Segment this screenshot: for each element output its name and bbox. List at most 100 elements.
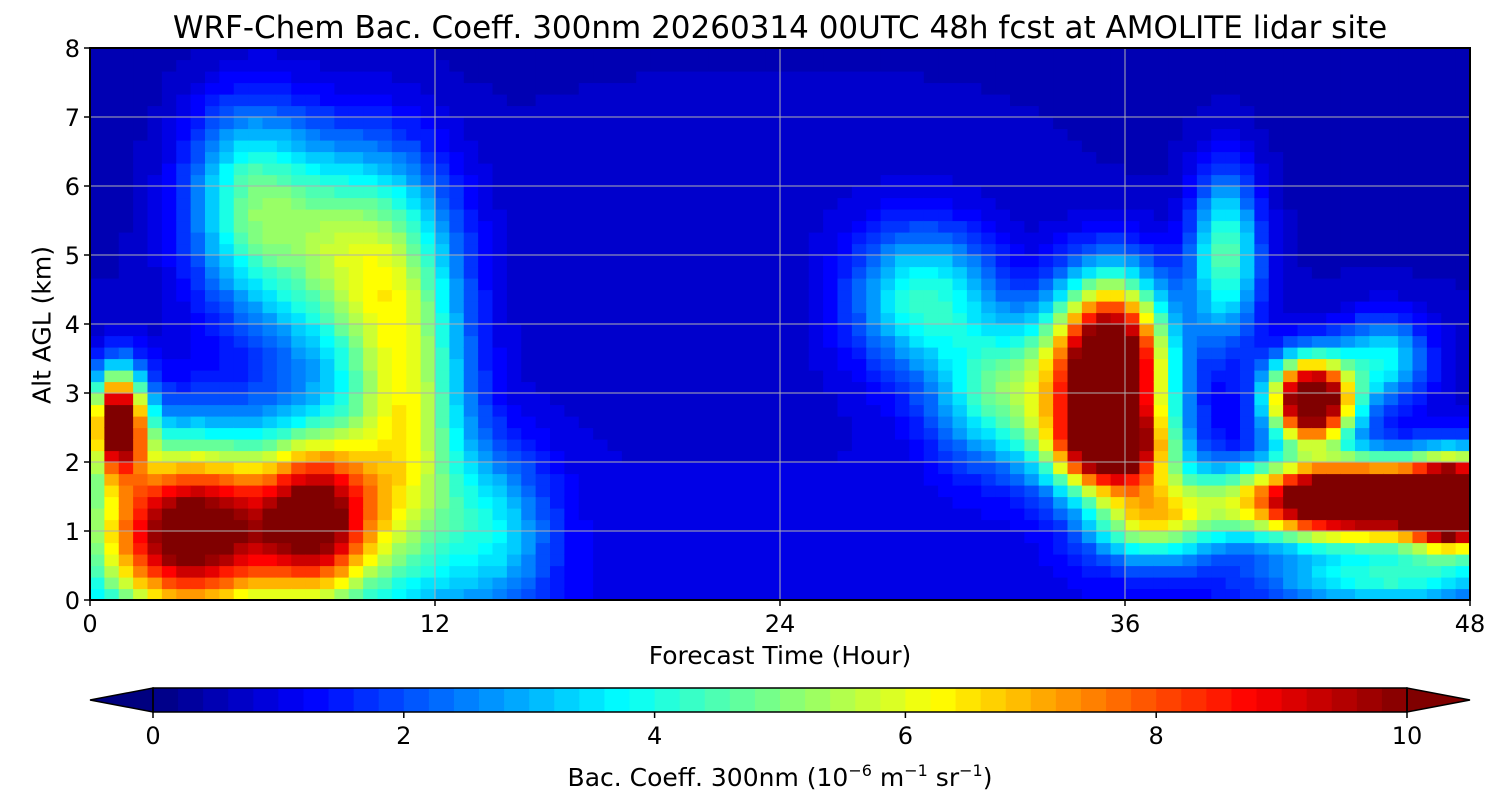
heat-cell <box>780 508 795 521</box>
heat-cell <box>305 473 321 486</box>
heat-cell <box>952 519 968 532</box>
heat-cell <box>506 140 522 153</box>
heat-cell <box>593 243 609 256</box>
heat-cell <box>1283 209 1299 222</box>
heat-cell <box>147 59 163 72</box>
heat-cell <box>147 542 163 555</box>
heat-cell <box>1096 105 1112 118</box>
heat-cell <box>578 278 594 291</box>
heat-cell <box>1196 312 1212 325</box>
heat-cell <box>248 163 264 176</box>
heat-cell <box>708 255 724 268</box>
heat-cell <box>1369 393 1385 406</box>
heat-cell <box>1081 370 1097 383</box>
heat-cell <box>1297 163 1313 176</box>
heat-cell <box>435 48 450 61</box>
heat-cell <box>1398 473 1414 486</box>
heat-cell <box>1168 128 1184 141</box>
heat-cell <box>305 151 321 164</box>
heat-cell <box>1225 266 1241 279</box>
heat-cell <box>1311 128 1327 141</box>
heat-cell <box>665 174 680 187</box>
heat-cell <box>219 94 235 107</box>
heat-cell <box>435 324 450 337</box>
heat-cell <box>1211 347 1227 360</box>
heat-cell <box>219 186 235 199</box>
heat-cell <box>808 588 824 601</box>
heat-cell <box>1254 439 1270 452</box>
heat-cell <box>478 82 494 95</box>
heat-cell <box>895 427 910 440</box>
heat-cell <box>665 370 680 383</box>
colorbar-segment <box>253 688 279 712</box>
heat-cell <box>909 209 925 222</box>
heat-cell <box>665 301 680 314</box>
heat-cell <box>1355 197 1370 210</box>
heat-cell <box>1125 508 1140 521</box>
heat-cell <box>808 427 824 440</box>
heat-cell <box>1254 381 1270 394</box>
heat-cell <box>492 554 508 567</box>
heat-cell <box>909 347 925 360</box>
heat-cell <box>1196 588 1212 601</box>
heat-cell <box>1081 48 1097 61</box>
heat-cell <box>1455 416 1471 429</box>
heat-cell <box>435 588 450 601</box>
heat-cell <box>966 381 982 394</box>
heat-cell <box>104 439 120 452</box>
heat-cell <box>1211 186 1227 199</box>
heat-cell <box>981 82 997 95</box>
heat-cell <box>1010 577 1025 590</box>
heat-cell <box>248 71 264 84</box>
heat-cell <box>1067 209 1083 222</box>
heat-cell <box>636 140 652 153</box>
heat-cell <box>133 404 149 417</box>
heat-cell <box>1110 220 1126 233</box>
heat-cell <box>1038 255 1054 268</box>
heat-cell <box>1383 209 1399 222</box>
heat-cell <box>147 71 163 84</box>
heat-cell <box>1096 439 1112 452</box>
heat-cell <box>1326 588 1342 601</box>
heat-cell <box>133 48 149 61</box>
heat-cell <box>736 588 752 601</box>
heat-cell <box>133 82 149 95</box>
heat-cell <box>1369 255 1385 268</box>
heat-cell <box>521 450 537 463</box>
heat-cell <box>176 462 192 475</box>
heat-cell <box>880 48 896 61</box>
heat-cell <box>1369 554 1385 567</box>
heat-cell <box>1010 542 1025 555</box>
heat-cell <box>751 174 767 187</box>
heat-cell <box>1110 531 1126 544</box>
heat-cell <box>1326 59 1342 72</box>
heat-cell <box>981 324 997 337</box>
heat-cell <box>449 140 465 153</box>
heat-cell <box>348 462 364 475</box>
heat-cell <box>952 508 968 521</box>
heat-cell <box>736 105 752 118</box>
heat-cell <box>161 71 177 84</box>
heat-cell <box>708 462 724 475</box>
heat-cell <box>995 531 1011 544</box>
heat-cell <box>262 266 278 279</box>
heat-cell <box>650 232 666 245</box>
heat-cell <box>1225 324 1241 337</box>
heat-cell <box>377 404 393 417</box>
heat-cell <box>1053 128 1069 141</box>
heat-cell <box>1081 462 1097 475</box>
heat-cell <box>1383 301 1399 314</box>
heat-cell <box>147 565 163 578</box>
heat-cell <box>363 255 379 268</box>
heat-cell <box>866 220 882 233</box>
heat-cell <box>995 496 1011 509</box>
heat-cell <box>1441 289 1457 302</box>
heat-cell <box>1125 358 1140 371</box>
heat-cell <box>780 531 795 544</box>
heat-cell <box>492 508 508 521</box>
heat-cell <box>535 565 551 578</box>
heat-cell <box>1096 209 1112 222</box>
heat-cell <box>909 289 925 302</box>
heat-cell <box>377 519 393 532</box>
heat-cell <box>866 554 882 567</box>
